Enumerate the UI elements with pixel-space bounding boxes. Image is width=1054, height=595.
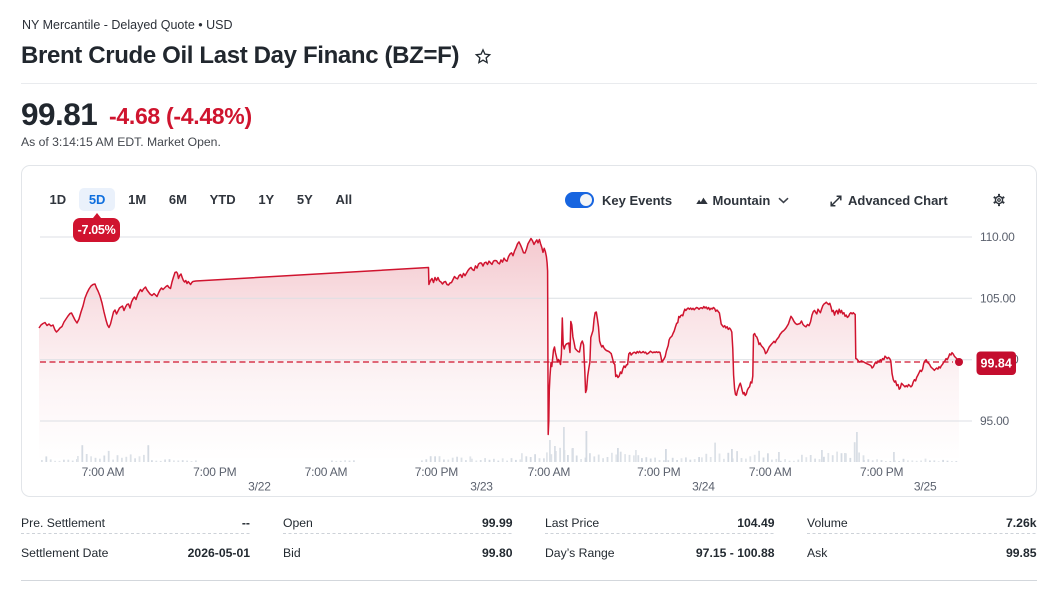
- svg-text:7:00 AM: 7:00 AM: [82, 465, 125, 479]
- svg-text:7:00 AM: 7:00 AM: [528, 465, 571, 479]
- svg-text:7:00 AM: 7:00 AM: [305, 465, 348, 479]
- svg-text:7:00 PM: 7:00 PM: [193, 465, 236, 479]
- svg-text:110.00: 110.00: [980, 230, 1015, 244]
- svg-text:3/23: 3/23: [470, 480, 493, 494]
- svg-text:3/25: 3/25: [914, 480, 937, 494]
- svg-text:7:00 PM: 7:00 PM: [415, 465, 458, 479]
- svg-text:7:00 AM: 7:00 AM: [749, 465, 792, 479]
- svg-text:105.00: 105.00: [980, 291, 1016, 305]
- svg-text:3/22: 3/22: [248, 480, 271, 494]
- svg-text:99.84: 99.84: [981, 357, 1012, 371]
- svg-text:7:00 PM: 7:00 PM: [860, 465, 903, 479]
- svg-text:95.00: 95.00: [980, 414, 1010, 428]
- svg-text:7:00 PM: 7:00 PM: [637, 465, 680, 479]
- svg-text:3/24: 3/24: [692, 480, 715, 494]
